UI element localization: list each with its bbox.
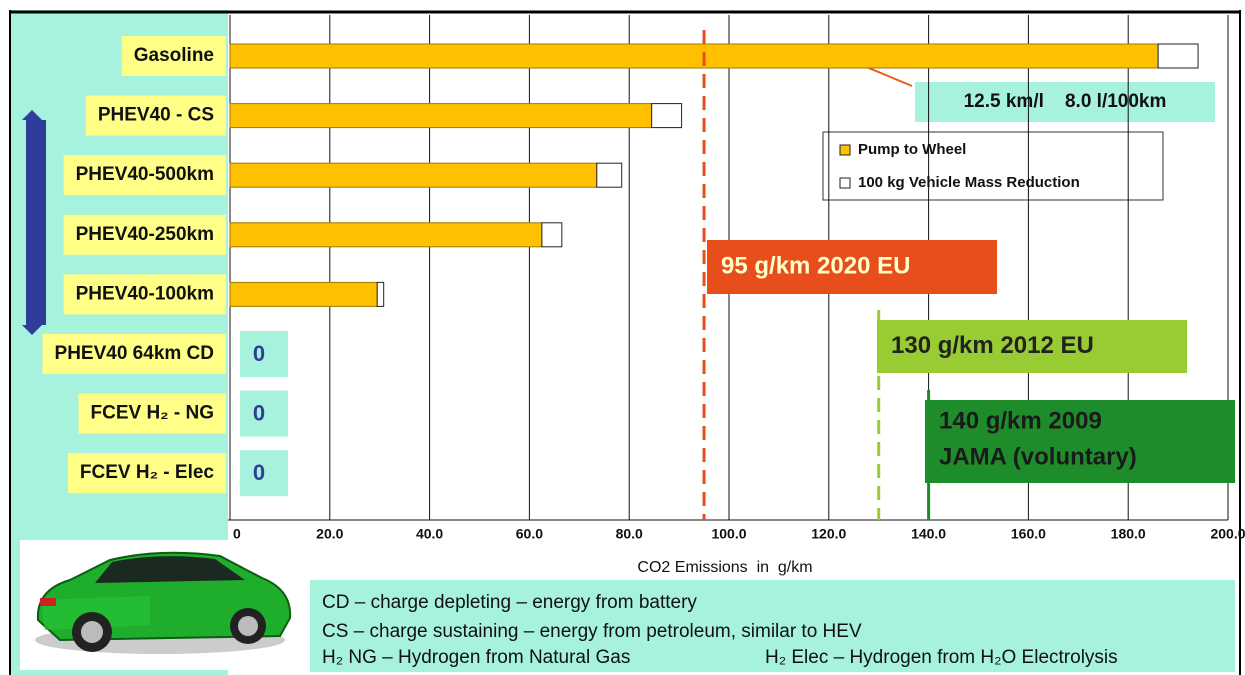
value-label: 0 — [253, 341, 265, 366]
bar-segment — [229, 222, 543, 248]
bar-segment — [376, 281, 385, 307]
category-box — [67, 453, 226, 494]
x-tick-label: 40.0 — [416, 526, 443, 542]
note: CD – charge depleting – energy from batt… — [322, 592, 697, 613]
legend-label: 100 kg Vehicle Mass Reduction — [858, 174, 1080, 191]
x-axis-title: CO2 Emissions in g/km — [637, 559, 812, 576]
value-label: 0 — [253, 460, 265, 485]
category-label: Gasoline — [134, 45, 214, 66]
double-arrow — [22, 110, 46, 335]
bar-segment — [1157, 43, 1199, 69]
category-label: FCEV H₂ - NG — [91, 403, 215, 424]
bar-segment — [596, 162, 623, 188]
car-illustration — [35, 551, 292, 654]
x-tick-label: 60.0 — [516, 526, 543, 542]
zero-box — [240, 450, 288, 497]
category-label: PHEV40 - CS — [98, 105, 214, 126]
x-tick-label: 80.0 — [616, 526, 643, 542]
category-label: FCEV H₂ - Elec — [80, 462, 215, 483]
note: CS – charge sustaining – energy from pet… — [322, 621, 862, 642]
legend-label: Pump to Wheel — [858, 141, 966, 158]
reference-label: 95 g/km 2020 EU — [721, 252, 910, 279]
notes-panel — [310, 580, 1235, 672]
annotation-box — [915, 82, 1215, 122]
category-box — [85, 95, 226, 136]
x-tick-label: 160.0 — [1011, 526, 1046, 542]
reference-label-box — [877, 320, 1187, 373]
category-box — [121, 36, 226, 76]
x-tick-label: 180.0 — [1111, 526, 1146, 542]
category-label: PHEV40-250km — [76, 224, 214, 245]
note: H₂ NG – Hydrogen from Natural Gas — [322, 647, 630, 668]
reference-label: 130 g/km 2012 EU — [891, 332, 1094, 359]
reference-label: JAMA (voluntary) — [939, 443, 1137, 470]
reference-label-box — [925, 400, 1235, 483]
zero-box — [240, 390, 288, 437]
x-tick-label: 200.0 — [1210, 526, 1245, 542]
zero-box — [240, 331, 288, 377]
reference-label-box — [707, 240, 997, 294]
category-box — [42, 334, 226, 374]
x-tick-label: 0 — [233, 526, 241, 542]
x-tick-label: 140.0 — [911, 526, 946, 542]
annotation: 12.5 km/l 8.0 l/100km — [964, 91, 1167, 112]
bar-segment — [651, 103, 683, 129]
note: H₂ Elec – Hydrogen from H₂O Electrolysis — [765, 647, 1118, 668]
x-tick-label: 20.0 — [316, 526, 343, 542]
value-label: 0 — [253, 400, 265, 425]
x-tick-label: 100.0 — [711, 526, 746, 542]
bar-segment — [229, 281, 378, 307]
category-box — [63, 274, 226, 315]
bar-segment — [541, 222, 563, 248]
category-box — [63, 155, 226, 196]
x-tick-label: 120.0 — [811, 526, 846, 542]
bar-segment — [229, 43, 1159, 69]
bar-segment — [229, 162, 598, 188]
category-box — [63, 214, 226, 255]
legend-swatch — [839, 177, 851, 189]
bar-segment — [229, 103, 653, 129]
reference-label: 140 g/km 2009 — [939, 407, 1102, 434]
legend-box — [822, 131, 1164, 201]
category-box — [78, 393, 226, 434]
category-label: PHEV40 64km CD — [55, 343, 214, 364]
legend-swatch — [839, 144, 851, 156]
category-label: PHEV40-100km — [76, 283, 214, 304]
category-label: PHEV40-500km — [76, 164, 214, 185]
